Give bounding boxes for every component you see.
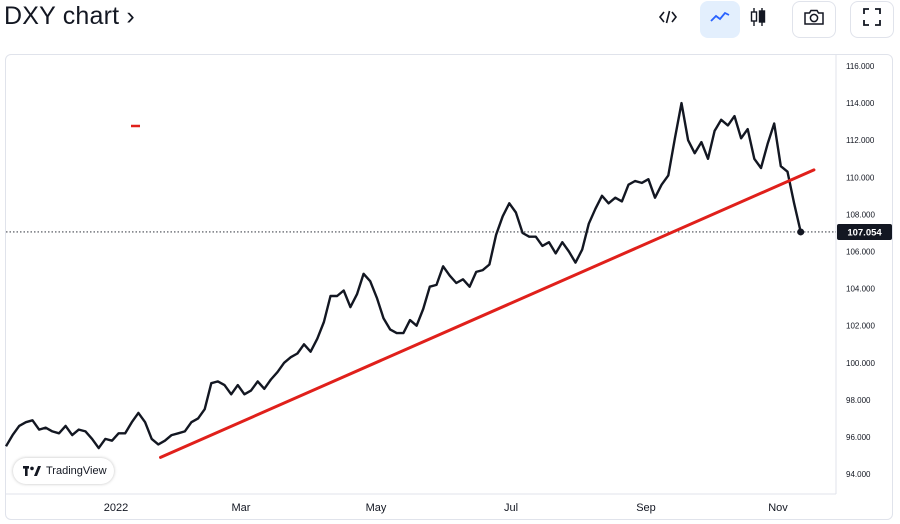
y-tick-label: 98.000	[846, 396, 871, 405]
y-tick-label: 112.000	[846, 136, 875, 145]
y-tick-label: 102.000	[846, 322, 875, 331]
chart-title-link[interactable]: DXY chart ›	[4, 2, 135, 30]
fullscreen-button[interactable]	[850, 1, 894, 38]
y-tick-label: 96.000	[846, 433, 871, 442]
y-tick-label: 110.000	[846, 173, 875, 182]
embed-button[interactable]	[648, 1, 688, 38]
trendline	[159, 168, 816, 459]
last-value-label: 107.054	[847, 227, 882, 238]
camera-icon	[803, 8, 825, 31]
chart-container[interactable]	[5, 54, 893, 520]
y-tick-label: 94.000	[846, 470, 871, 479]
x-tick-label: Nov	[768, 502, 788, 514]
x-tick-label: 2022	[104, 502, 128, 514]
screenshot-button[interactable]	[792, 1, 836, 38]
x-tick-label: Sep	[636, 502, 656, 514]
y-tick-label: 106.000	[846, 248, 875, 257]
y-tick-label: 114.000	[846, 99, 875, 108]
x-tick-label: May	[366, 502, 387, 514]
tradingview-logo-icon	[23, 466, 41, 476]
y-tick-label: 108.000	[846, 210, 875, 219]
watermark-text: TradingView	[46, 465, 107, 477]
candlestick-chart-button[interactable]	[738, 1, 778, 38]
last-value-badge	[837, 223, 892, 240]
last-price-point	[797, 228, 805, 236]
line-chart-icon	[709, 9, 731, 30]
x-tick-label: Mar	[232, 502, 251, 514]
fullscreen-icon	[862, 7, 882, 32]
code-embed-icon	[658, 9, 678, 30]
price-series-line	[4, 101, 802, 450]
tradingview-watermark[interactable]: TradingView	[13, 458, 114, 484]
x-tick-label: Jul	[504, 502, 518, 514]
candlestick-icon	[749, 7, 767, 32]
y-tick-label: 100.000	[846, 359, 875, 368]
y-tick-label: 116.000	[846, 62, 875, 71]
y-tick-label: 104.000	[846, 285, 875, 294]
line-chart-button[interactable]	[700, 1, 740, 38]
